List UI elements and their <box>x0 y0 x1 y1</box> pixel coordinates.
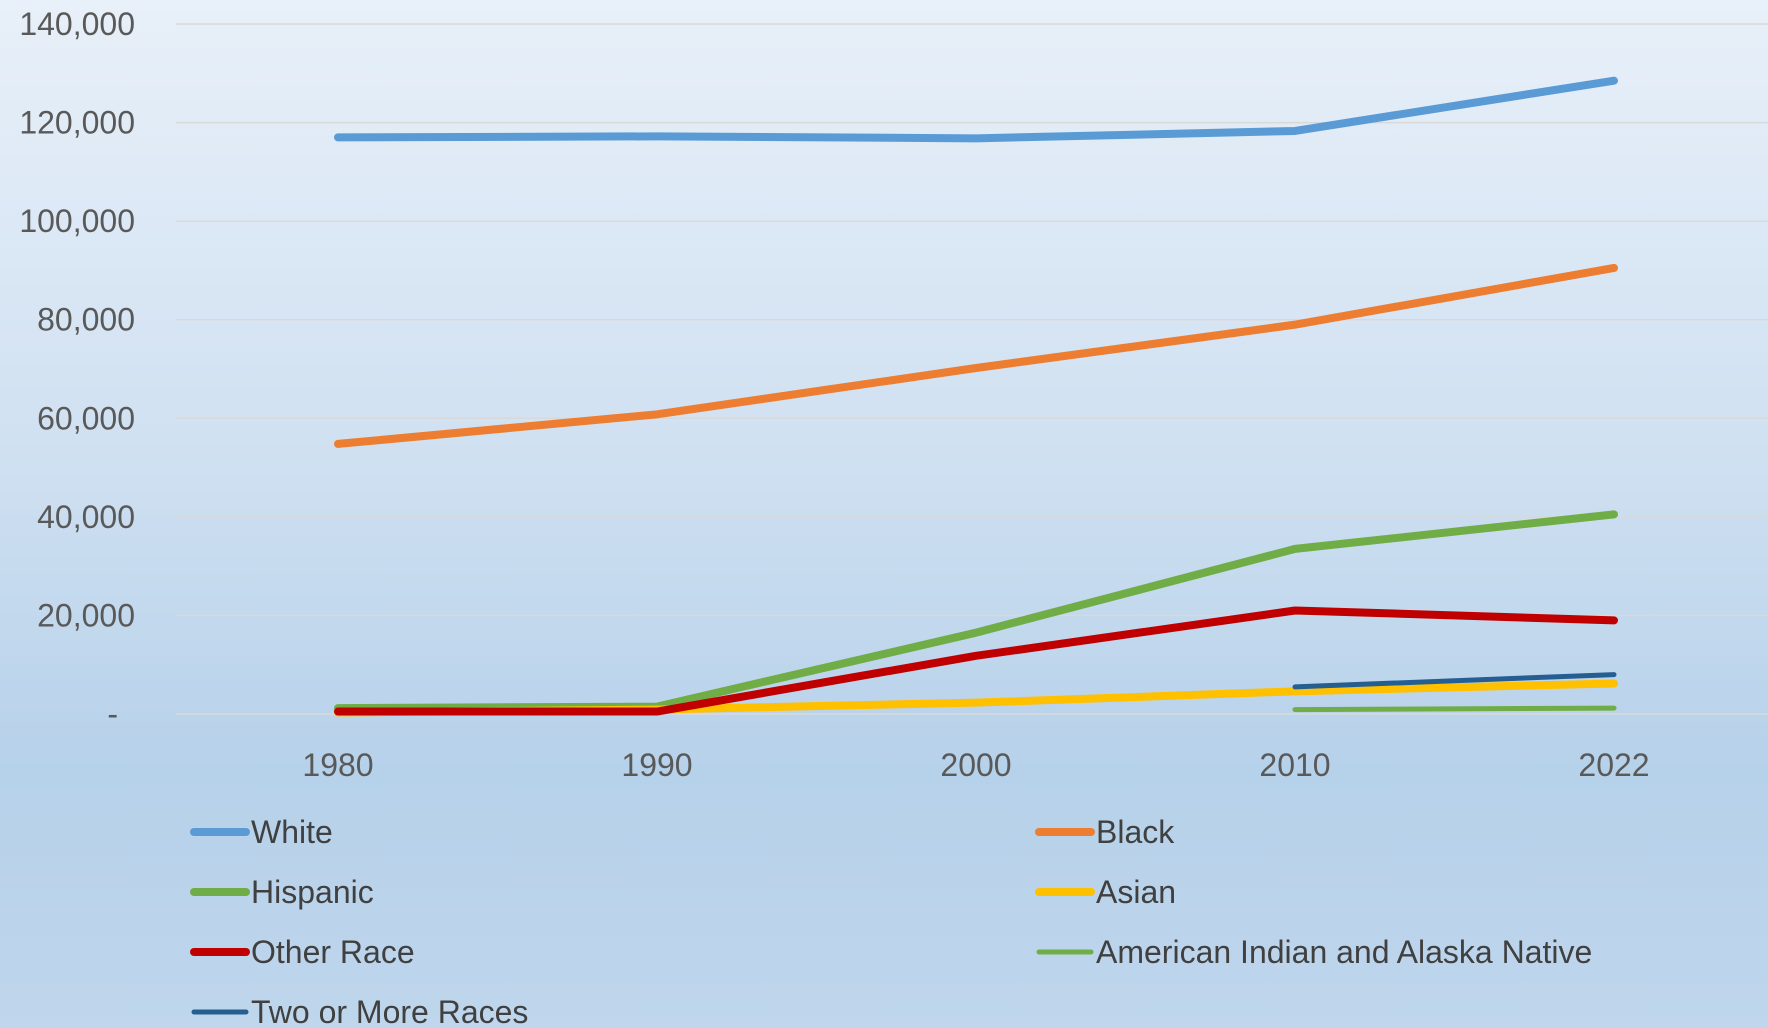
y-tick-label: 100,000 <box>19 203 135 239</box>
y-tick-label: 60,000 <box>37 400 135 436</box>
series-line-two-or-more-races <box>1292 672 1617 690</box>
legend-label-hispanic: Hispanic <box>251 874 374 910</box>
legend-label-two-or-more-races: Two or More Races <box>251 994 528 1028</box>
series-line-other-race <box>334 606 1618 716</box>
x-tick-label: 2010 <box>1259 747 1330 783</box>
y-axis-tick-labels: - 20,000 40,000 60,000 80,000 100,000 120,000 1… <box>19 6 135 732</box>
series-line-white <box>334 76 1618 143</box>
series-line-american-indian-and-alaska-native <box>1292 705 1617 713</box>
x-tick-label: 1980 <box>302 747 373 783</box>
y-tick-label: - <box>107 696 118 732</box>
x-tick-label: 1990 <box>621 747 692 783</box>
y-tick-label: 120,000 <box>19 105 135 141</box>
series-lines <box>334 76 1618 717</box>
y-tick-label: 80,000 <box>37 302 135 338</box>
legend-label-american-indian-and-alaska-native: American Indian and Alaska Native <box>1096 934 1592 970</box>
legend-label-white: White <box>251 814 333 850</box>
y-tick-label: 140,000 <box>19 6 135 42</box>
y-tick-label: 40,000 <box>37 499 135 535</box>
x-axis-tick-labels: 1980 1990 2000 2010 2022 <box>302 747 1649 783</box>
x-tick-label: 2000 <box>940 747 1011 783</box>
y-tick-label: 20,000 <box>37 597 135 633</box>
gridlines <box>176 23 1768 715</box>
legend-label-other-race: Other Race <box>251 934 415 970</box>
legend-label-asian: Asian <box>1096 874 1176 910</box>
legend-label-black: Black <box>1096 814 1175 850</box>
x-tick-label: 2022 <box>1578 747 1649 783</box>
legend: White Black Hispanic Asian Other Race America… <box>190 814 1592 1028</box>
series-line-black <box>334 263 1618 448</box>
